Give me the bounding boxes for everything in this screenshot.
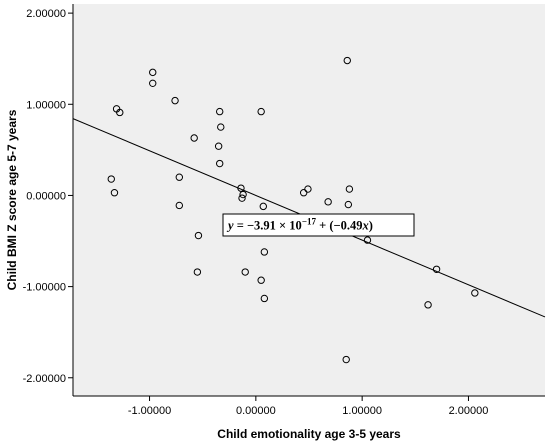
scatter-point-16 — [237, 184, 245, 192]
axes-layer — [72, 4, 545, 397]
y-tick-label-0: 2.00000 — [26, 8, 66, 20]
plot-background — [73, 4, 545, 396]
scatter-point-24 — [257, 276, 265, 284]
scatter-point-3 — [116, 108, 124, 117]
scatter-point-19 — [241, 268, 249, 276]
y-tick-label-2: 0.00000 — [26, 190, 66, 202]
scatter-point-1 — [110, 189, 119, 197]
regression-equation-box: y = −3.91 × 10−17 + (−0.49x) — [222, 213, 415, 237]
points-layer — [107, 56, 479, 364]
scatter-point-13 — [217, 123, 225, 131]
scatter-point-4 — [149, 68, 157, 77]
x-axis-title: Child emotionality age 3-5 years — [217, 427, 401, 441]
scatter-point-14 — [214, 142, 223, 150]
scatter-point-28 — [304, 185, 312, 193]
scatter-point-31 — [345, 185, 354, 193]
scatter-point-23 — [260, 248, 269, 256]
scatter-point-11 — [193, 268, 202, 276]
scatter-point-27 — [299, 189, 308, 197]
scatter-point-36 — [432, 265, 441, 273]
scatter-point-12 — [216, 107, 224, 116]
scatter-point-29 — [324, 198, 332, 206]
x-tick-label-0: -1.00000 — [128, 405, 171, 417]
scatter-point-34 — [342, 355, 350, 364]
scatter-point-6 — [171, 96, 179, 105]
scatter-point-35 — [424, 301, 432, 309]
y-axis-title: Child BMI Z score age 5-7 years — [5, 109, 19, 290]
y-ticks-layer: 2.00000 1.00000 0.00000 -1.00000 -2.00000 — [23, 8, 73, 385]
scatter-point-32 — [344, 200, 353, 209]
equation-frame — [222, 213, 415, 237]
y-tick-label-3: -1.00000 — [23, 282, 66, 294]
scatter-point-25 — [260, 294, 269, 303]
scatter-point-10 — [194, 231, 203, 240]
y-tick-label-4: -2.00000 — [23, 373, 66, 385]
scatter-point-33 — [363, 236, 372, 244]
scatter-point-5 — [149, 79, 157, 88]
scatter-point-15 — [216, 159, 224, 168]
x-tick-label-3: 2.00000 — [449, 405, 489, 417]
x-tick-label-1: 0.00000 — [236, 405, 276, 417]
equation-text: y = −3.91 × 10−17 + (−0.49x) — [226, 217, 373, 233]
scatter-point-17 — [239, 190, 247, 199]
scatter-point-9 — [190, 134, 198, 142]
scatter-point-8 — [175, 201, 184, 210]
scatter-point-30 — [343, 56, 351, 65]
y-tick-label-1: 1.00000 — [26, 99, 66, 111]
x-tick-label-2: 1.00000 — [342, 405, 382, 417]
x-ticks-layer: -1.00000 0.00000 1.00000 2.00000 — [128, 396, 489, 417]
scatter-point-37 — [471, 289, 479, 297]
scatter-point-7 — [175, 173, 184, 181]
scatter-point-18 — [238, 194, 246, 202]
scatter-point-21 — [259, 202, 267, 211]
scatter-point-20 — [257, 107, 265, 116]
scatter-point-0 — [107, 175, 115, 183]
